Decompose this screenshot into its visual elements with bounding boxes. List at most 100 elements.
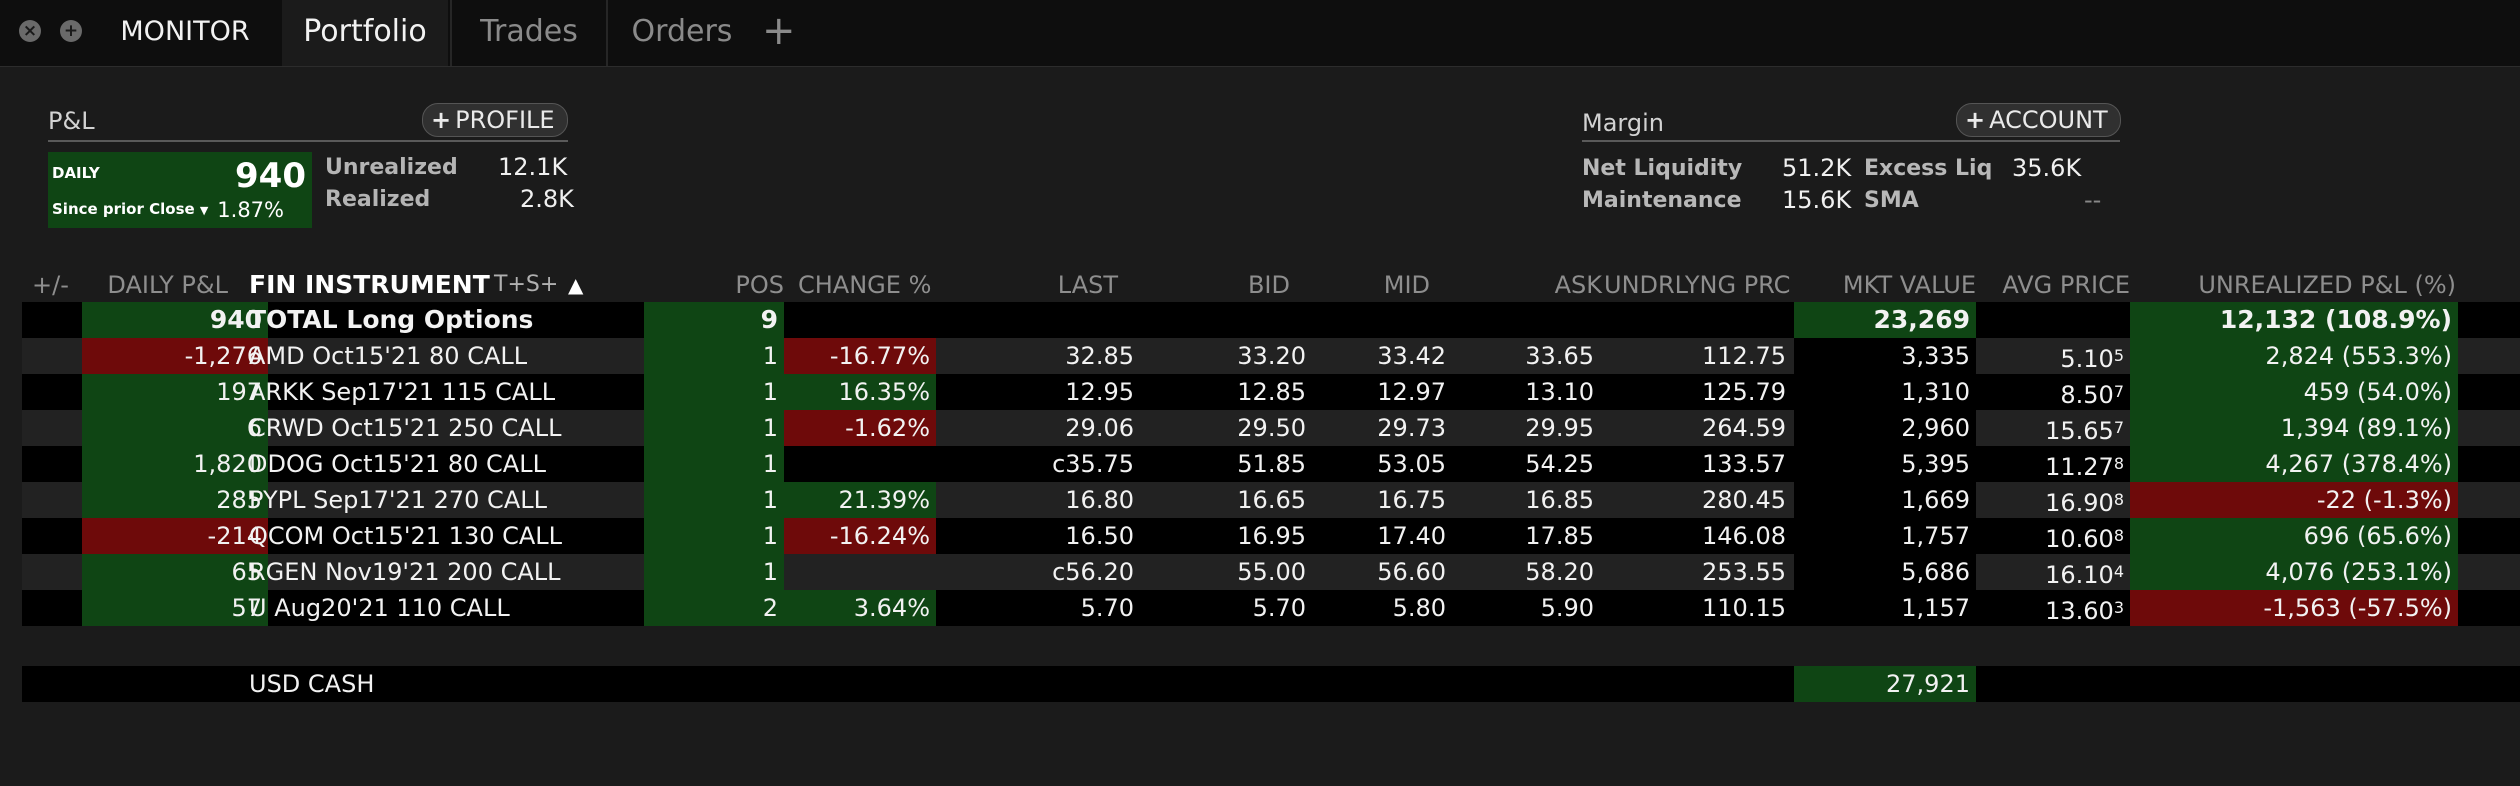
col-pos-header[interactable]: POS (735, 271, 784, 299)
row-daily-pnl: -1,276 (82, 338, 268, 374)
avg-price-fraction: 4 (2113, 562, 2124, 581)
row-unrealized: 4,076 (253.1%) (2130, 554, 2458, 590)
col-undrlyng-header[interactable]: UNDRLYNG PRC (1604, 271, 1791, 299)
tab-portfolio[interactable]: Portfolio (282, 0, 448, 66)
row-change: -16.24% (784, 518, 936, 554)
row-ask: 58.20 (1525, 558, 1594, 586)
avg-price-value: 8.50 (2060, 381, 2114, 409)
row-daily-pnl: 1,820 (82, 446, 268, 482)
realized-value: 2.8K (520, 185, 574, 213)
realized-label: Realized (325, 187, 431, 212)
row-ask: 13.10 (1525, 378, 1594, 406)
row-mid: 56.60 (1377, 558, 1446, 586)
avg-price-fraction: 3 (2113, 598, 2124, 617)
avg-price-value: 16.10 (2045, 561, 2114, 589)
col-avg-price-header[interactable]: AVG PRICE (2002, 271, 2130, 299)
net-liquidity-label: Net Liquidity (1582, 156, 1743, 181)
pnl-title: P&L (48, 107, 95, 135)
tab-monitor[interactable]: MONITOR (120, 16, 250, 47)
row-mkt-value: 5,686 (1794, 554, 1976, 590)
sma-label: SMA (1864, 188, 1919, 213)
row-mid: 12.97 (1377, 378, 1446, 406)
row-mid: 16.75 (1377, 486, 1446, 514)
total-row[interactable]: 940 TOTAL Long Options 9 23,269 12,132 (… (22, 302, 2520, 338)
row-avg-price: 11.278 (1978, 446, 2130, 482)
row-undrlyng: 146.08 (1702, 522, 1786, 550)
since-prior-close-dropdown[interactable]: Since prior Close ▼ (52, 200, 208, 218)
col-plusminus-header[interactable]: +/- (32, 271, 69, 299)
row-last: c35.75 (1052, 450, 1134, 478)
row-change: 16.35% (784, 374, 936, 410)
profile-button[interactable]: + PROFILE (422, 103, 568, 137)
row-daily-pnl: 197 (82, 374, 268, 410)
row-avg-price: 15.657 (1978, 410, 2130, 446)
row-bid: 16.95 (1237, 522, 1306, 550)
row-last: 16.50 (1065, 522, 1134, 550)
daily-label: DAILY (52, 164, 100, 182)
add-tab-button[interactable]: + (762, 8, 796, 54)
table-row[interactable]: 1,820 DDOG Oct15'21 80 CALL 1 c35.75 51.85 53… (22, 446, 2520, 482)
row-pos: 2 (644, 590, 784, 626)
avg-price-fraction: 7 (2113, 418, 2124, 437)
col-change-header[interactable]: CHANGE % (798, 271, 932, 299)
cash-mkt-value: 27,921 (1794, 666, 1976, 702)
table-row[interactable]: 65 RGEN Nov19'21 200 CALL 1 c56.20 55.00 56.6… (22, 554, 2520, 590)
account-button-label: ACCOUNT (1989, 106, 2108, 134)
add-window-icon[interactable]: + (60, 20, 82, 42)
total-pos: 9 (644, 302, 784, 338)
sort-ascending-icon[interactable]: ▲ (568, 273, 584, 297)
table-row[interactable]: -214 QCOM Oct15'21 130 CALL 1 -16.24% 16.50 1… (22, 518, 2520, 554)
row-change (784, 554, 936, 590)
col-bid-header[interactable]: BID (1247, 271, 1290, 299)
row-mid: 33.42 (1377, 342, 1446, 370)
row-instrument: U Aug20'21 110 CALL (249, 594, 510, 622)
avg-price-value: 13.60 (2045, 597, 2114, 625)
table-row[interactable]: 57 U Aug20'21 110 CALL 2 3.64% 5.70 5.70 5.80 5… (22, 590, 2520, 626)
col-last-header[interactable]: LAST (1057, 271, 1118, 299)
col-daily-pnl-header[interactable]: DAILY P&L (107, 271, 228, 299)
row-mkt-value: 1,757 (1794, 518, 1976, 554)
tab-trades[interactable]: Trades (450, 0, 606, 66)
unrealized-label: Unrealized (325, 155, 458, 180)
row-last: 16.80 (1065, 486, 1134, 514)
row-ask: 17.85 (1525, 522, 1594, 550)
table-row[interactable]: 285 PYPL Sep17'21 270 CALL 1 21.39% 16.80 16.… (22, 482, 2520, 518)
row-mkt-value: 1,157 (1794, 590, 1976, 626)
row-unrealized: -1,563 (-57.5%) (2130, 590, 2458, 626)
col-ask-header[interactable]: ASK (1554, 271, 1602, 299)
total-mkt-value: 23,269 (1794, 302, 1976, 338)
row-unrealized: 459 (54.0%) (2130, 374, 2458, 410)
row-avg-price: 10.608 (1978, 518, 2130, 554)
row-mkt-value: 1,669 (1794, 482, 1976, 518)
tab-orders[interactable]: Orders (606, 0, 756, 66)
cash-label: USD CASH (249, 670, 375, 698)
avg-price-fraction: 8 (2113, 454, 2124, 473)
cash-row[interactable]: USD CASH 27,921 (22, 666, 2520, 702)
tab-bar: × + MONITOR Portfolio Trades Orders + (0, 0, 2520, 67)
table-row[interactable]: -1,276 AMD Oct15'21 80 CALL 1 -16.77% 32.85 3… (22, 338, 2520, 374)
table-row[interactable]: 197 ARKK Sep17'21 115 CALL 1 16.35% 12.95 12.… (22, 374, 2520, 410)
col-instrument-header[interactable]: FIN INSTRUMENT (249, 270, 490, 299)
daily-pnl-box: DAILY 940 Since prior Close ▼ 1.87% (48, 152, 312, 228)
account-button[interactable]: + ACCOUNT (1956, 103, 2121, 137)
caret-down-icon: ▼ (199, 204, 209, 217)
since-label: Since prior Close (52, 200, 195, 218)
row-daily-pnl: 285 (82, 482, 268, 518)
row-instrument: PYPL Sep17'21 270 CALL (249, 486, 547, 514)
col-mkt-value-header[interactable]: MKT VALUE (1842, 271, 1976, 299)
row-avg-price: 8.507 (1978, 374, 2130, 410)
total-unrealized: 12,132 (108.9%) (2130, 302, 2458, 338)
row-unrealized: 1,394 (89.1%) (2130, 410, 2458, 446)
row-last: 32.85 (1065, 342, 1134, 370)
table-row[interactable]: 6 CRWD Oct15'21 250 CALL 1 -1.62% 29.06 29.50… (22, 410, 2520, 446)
row-undrlyng: 125.79 (1702, 378, 1786, 406)
col-tsplus-header[interactable]: T+S+ (494, 272, 559, 297)
col-mid-header[interactable]: MID (1383, 271, 1430, 299)
row-mid: 53.05 (1377, 450, 1446, 478)
close-window-icon[interactable]: × (19, 20, 41, 42)
total-daily-pnl: 940 (82, 302, 268, 338)
row-undrlyng: 280.45 (1702, 486, 1786, 514)
col-unrealized-header[interactable]: UNREALIZED P&L (%) (2198, 271, 2456, 299)
row-pos: 1 (644, 374, 784, 410)
row-undrlyng: 112.75 (1702, 342, 1786, 370)
